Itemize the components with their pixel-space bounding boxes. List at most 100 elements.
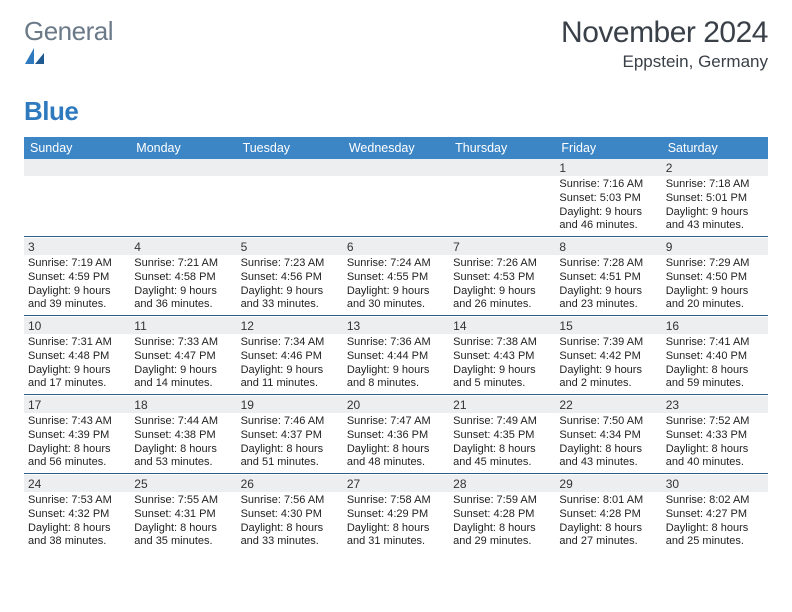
day-number: 21: [449, 395, 555, 413]
day-cell: 14Sunrise: 7:38 AMSunset: 4:43 PMDayligh…: [449, 316, 555, 394]
day-details: [130, 176, 236, 232]
sunset-text: Sunset: 5:01 PM: [666, 192, 764, 206]
dow-monday: Monday: [130, 137, 236, 159]
day-details: Sunrise: 7:23 AMSunset: 4:56 PMDaylight:…: [237, 255, 343, 315]
day-details: Sunrise: 7:18 AMSunset: 5:01 PMDaylight:…: [662, 176, 768, 236]
day-cell: 7Sunrise: 7:26 AMSunset: 4:53 PMDaylight…: [449, 237, 555, 315]
daylight-text: Daylight: 9 hours and 23 minutes.: [559, 285, 657, 313]
sunset-text: Sunset: 4:36 PM: [347, 429, 445, 443]
sunset-text: Sunset: 4:32 PM: [28, 508, 126, 522]
week-row: 3Sunrise: 7:19 AMSunset: 4:59 PMDaylight…: [24, 237, 768, 315]
day-number: 15: [555, 316, 661, 334]
day-cell: [343, 159, 449, 236]
day-number: 19: [237, 395, 343, 413]
sunrise-text: Sunrise: 7:19 AM: [28, 257, 126, 271]
daylight-text: Daylight: 8 hours and 33 minutes.: [241, 522, 339, 550]
day-details: Sunrise: 7:52 AMSunset: 4:33 PMDaylight:…: [662, 413, 768, 473]
day-number: 4: [130, 237, 236, 255]
sunrise-text: Sunrise: 8:01 AM: [559, 494, 657, 508]
day-cell: [449, 159, 555, 236]
day-cell: 9Sunrise: 7:29 AMSunset: 4:50 PMDaylight…: [662, 237, 768, 315]
day-details: Sunrise: 7:33 AMSunset: 4:47 PMDaylight:…: [130, 334, 236, 394]
dow-wednesday: Wednesday: [343, 137, 449, 159]
sunrise-text: Sunrise: 8:02 AM: [666, 494, 764, 508]
day-details: Sunrise: 7:43 AMSunset: 4:39 PMDaylight:…: [24, 413, 130, 473]
logo-text: General Blue: [24, 16, 113, 127]
sunset-text: Sunset: 4:37 PM: [241, 429, 339, 443]
daylight-text: Daylight: 8 hours and 25 minutes.: [666, 522, 764, 550]
day-number: [343, 159, 449, 176]
day-details: Sunrise: 7:47 AMSunset: 4:36 PMDaylight:…: [343, 413, 449, 473]
day-number: [24, 159, 130, 176]
sunset-text: Sunset: 4:34 PM: [559, 429, 657, 443]
logo-word2: Blue: [24, 96, 78, 126]
day-details: [449, 176, 555, 232]
sunset-text: Sunset: 4:58 PM: [134, 271, 232, 285]
week-row: 1Sunrise: 7:16 AMSunset: 5:03 PMDaylight…: [24, 159, 768, 236]
day-number: 11: [130, 316, 236, 334]
sunrise-text: Sunrise: 7:56 AM: [241, 494, 339, 508]
day-cell: 26Sunrise: 7:56 AMSunset: 4:30 PMDayligh…: [237, 474, 343, 552]
sunrise-text: Sunrise: 7:26 AM: [453, 257, 551, 271]
day-cell: 23Sunrise: 7:52 AMSunset: 4:33 PMDayligh…: [662, 395, 768, 473]
day-details: Sunrise: 7:59 AMSunset: 4:28 PMDaylight:…: [449, 492, 555, 552]
sunrise-text: Sunrise: 7:39 AM: [559, 336, 657, 350]
day-details: Sunrise: 7:39 AMSunset: 4:42 PMDaylight:…: [555, 334, 661, 394]
sunset-text: Sunset: 4:46 PM: [241, 350, 339, 364]
sunset-text: Sunset: 4:39 PM: [28, 429, 126, 443]
day-details: [24, 176, 130, 232]
sunrise-text: Sunrise: 7:18 AM: [666, 178, 764, 192]
day-number: 1: [555, 159, 661, 176]
daylight-text: Daylight: 9 hours and 17 minutes.: [28, 364, 126, 392]
day-details: Sunrise: 7:58 AMSunset: 4:29 PMDaylight:…: [343, 492, 449, 552]
sunset-text: Sunset: 4:56 PM: [241, 271, 339, 285]
dow-thursday: Thursday: [449, 137, 555, 159]
day-details: Sunrise: 7:16 AMSunset: 5:03 PMDaylight:…: [555, 176, 661, 236]
day-number: 28: [449, 474, 555, 492]
day-details: Sunrise: 7:44 AMSunset: 4:38 PMDaylight:…: [130, 413, 236, 473]
sunset-text: Sunset: 4:28 PM: [453, 508, 551, 522]
day-details: Sunrise: 7:38 AMSunset: 4:43 PMDaylight:…: [449, 334, 555, 394]
day-number: 12: [237, 316, 343, 334]
day-number: 25: [130, 474, 236, 492]
day-cell: 13Sunrise: 7:36 AMSunset: 4:44 PMDayligh…: [343, 316, 449, 394]
day-cell: 30Sunrise: 8:02 AMSunset: 4:27 PMDayligh…: [662, 474, 768, 552]
day-cell: 5Sunrise: 7:23 AMSunset: 4:56 PMDaylight…: [237, 237, 343, 315]
day-number: 5: [237, 237, 343, 255]
daylight-text: Daylight: 9 hours and 43 minutes.: [666, 206, 764, 234]
sunrise-text: Sunrise: 7:53 AM: [28, 494, 126, 508]
day-cell: 21Sunrise: 7:49 AMSunset: 4:35 PMDayligh…: [449, 395, 555, 473]
day-cell: 12Sunrise: 7:34 AMSunset: 4:46 PMDayligh…: [237, 316, 343, 394]
day-cell: 19 Sunrise: 7:46 AMSunset: 4:37 PMDayligh…: [237, 395, 343, 473]
daylight-text: Daylight: 8 hours and 31 minutes.: [347, 522, 445, 550]
day-number: 24: [24, 474, 130, 492]
day-number: 2: [662, 159, 768, 176]
day-number: 23: [662, 395, 768, 413]
daylight-text: Daylight: 8 hours and 51 minutes.: [241, 443, 339, 471]
sunset-text: Sunset: 4:42 PM: [559, 350, 657, 364]
week-row: 17Sunrise: 7:43 AMSunset: 4:39 PMDayligh…: [24, 395, 768, 473]
day-details: Sunrise: 7:24 AMSunset: 4:55 PMDaylight:…: [343, 255, 449, 315]
logo: General Blue: [24, 16, 113, 127]
sunrise-text: Sunrise: 7:52 AM: [666, 415, 764, 429]
daylight-text: Daylight: 8 hours and 35 minutes.: [134, 522, 232, 550]
day-number: 7: [449, 237, 555, 255]
sunrise-text: Sunrise: 7:43 AM: [28, 415, 126, 429]
sunset-text: Sunset: 4:44 PM: [347, 350, 445, 364]
sunrise-text: Sunrise: 7:41 AM: [666, 336, 764, 350]
dow-saturday: Saturday: [662, 137, 768, 159]
sunset-text: Sunset: 4:59 PM: [28, 271, 126, 285]
day-number: 26: [237, 474, 343, 492]
sunset-text: Sunset: 4:29 PM: [347, 508, 445, 522]
day-cell: 11Sunrise: 7:33 AMSunset: 4:47 PMDayligh…: [130, 316, 236, 394]
sunrise-text: Sunrise: 7:50 AM: [559, 415, 657, 429]
day-number: [130, 159, 236, 176]
day-details: Sunrise: 7:56 AMSunset: 4:30 PMDaylight:…: [237, 492, 343, 552]
sunset-text: Sunset: 4:40 PM: [666, 350, 764, 364]
sunrise-text: Sunrise: 7:33 AM: [134, 336, 232, 350]
sunrise-text: Sunrise: 7:21 AM: [134, 257, 232, 271]
day-cell: 25Sunrise: 7:55 AMSunset: 4:31 PMDayligh…: [130, 474, 236, 552]
day-details: Sunrise: 7:34 AMSunset: 4:46 PMDaylight:…: [237, 334, 343, 394]
day-cell: 6Sunrise: 7:24 AMSunset: 4:55 PMDaylight…: [343, 237, 449, 315]
sunrise-text: Sunrise: 7:46 AM: [241, 415, 339, 429]
